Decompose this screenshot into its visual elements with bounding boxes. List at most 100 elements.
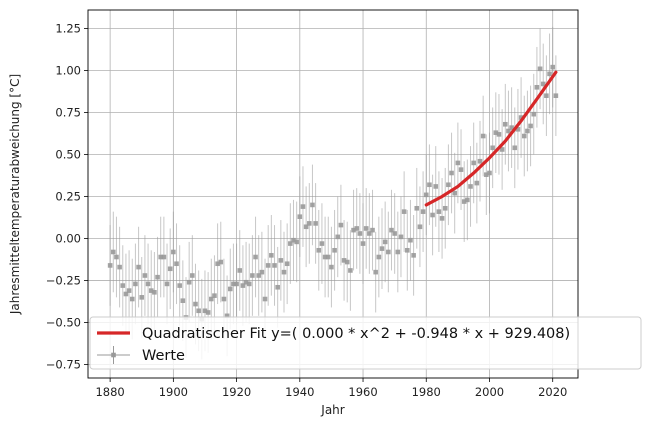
data-point [142,273,148,278]
data-point [152,290,157,295]
data-point [411,253,416,258]
data-point [506,128,511,134]
data-point [392,231,397,236]
data-point [360,241,366,246]
data-point [487,170,492,176]
data-point [370,227,375,233]
data-point [363,226,369,231]
data-point [297,214,303,219]
data-point [480,133,486,139]
data-point [114,254,119,260]
y-tick-label: 0.50 [55,148,81,162]
data-point [306,221,312,226]
data-point [303,224,309,230]
data-point [458,167,464,172]
data-point [455,160,461,166]
data-point [123,291,129,297]
data-point [224,313,230,319]
data-point [310,202,315,208]
data-point [133,281,138,287]
data-point [515,127,521,132]
fit-line-group [424,70,558,207]
data-point [389,227,394,233]
y-tick-label: 1.25 [55,21,81,35]
data-point [117,264,122,270]
data-point [145,281,151,287]
data-point [294,239,299,245]
data-point [205,310,211,315]
y-tick-label: 0.25 [55,190,81,204]
data-point [265,263,271,268]
data-point [186,279,192,285]
data-point [408,237,413,243]
data-point [167,266,173,272]
legend-values-label: Werte [142,348,185,364]
x-tick-label: 1940 [285,385,314,399]
data-point [221,296,227,302]
data-point [316,247,322,253]
data-point [471,160,476,166]
data-point [341,258,347,263]
data-point [164,281,170,287]
data-point [414,205,420,211]
fit-line [424,70,558,207]
data-point [521,133,527,139]
data-point [180,298,186,304]
data-point [278,258,284,263]
data-point [357,231,363,236]
data-point [465,197,470,203]
x-tick-label: 1980 [412,385,441,399]
y-tick-label: 0.75 [55,106,81,120]
data-point [502,121,508,127]
data-point [531,111,537,117]
data-point [234,281,239,287]
data-point [231,281,236,287]
data-point [129,296,135,302]
data-point [322,254,328,260]
data-point [158,254,164,260]
data-point [107,263,113,268]
y-tick-label: 1.00 [55,63,81,77]
data-point [335,234,341,240]
data-point [417,224,423,230]
data-point [420,209,426,214]
data-point [272,263,277,268]
data-point [148,288,154,293]
data-point [401,209,407,214]
data-point [525,128,530,134]
data-point [395,249,401,255]
data-point [202,308,208,314]
x-tick-label: 2020 [538,385,567,399]
data-point [461,199,467,204]
data-point [553,93,559,98]
data-point [544,93,549,98]
data-point [332,247,337,253]
legend-errorbar-marker [111,352,116,358]
data-point [139,295,145,300]
data-point [540,81,546,87]
data-point [190,273,195,278]
data-point [208,296,214,302]
legend-box [89,316,642,370]
data-point [537,66,543,72]
data-point [155,274,160,280]
data-point [436,209,442,214]
data-point [325,254,331,260]
data-point [452,190,458,196]
data-point [373,269,378,275]
data-point [338,222,344,228]
data-point [237,268,243,273]
data-point [379,246,385,251]
data-point [433,184,439,189]
data-point [496,132,502,137]
data-point [120,283,126,288]
data-point [193,301,198,307]
data-point [215,261,220,267]
data-point [430,212,435,218]
data-point [291,237,296,243]
data-point [313,221,318,226]
data-point [367,231,372,236]
data-point [329,264,334,270]
data-point [275,284,280,290]
data-point [490,145,495,151]
